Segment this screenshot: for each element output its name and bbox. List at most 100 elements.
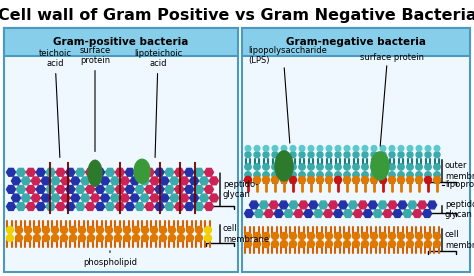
Circle shape	[425, 164, 431, 170]
Polygon shape	[7, 168, 16, 176]
Polygon shape	[423, 209, 432, 217]
Circle shape	[353, 164, 359, 170]
Circle shape	[434, 172, 440, 178]
Circle shape	[168, 227, 175, 233]
Circle shape	[124, 235, 130, 242]
Text: peptido-
glycan: peptido- glycan	[223, 180, 258, 199]
Polygon shape	[180, 177, 189, 185]
Circle shape	[398, 152, 404, 158]
Circle shape	[380, 164, 386, 170]
Circle shape	[34, 235, 40, 242]
Polygon shape	[36, 185, 45, 193]
Circle shape	[88, 235, 94, 242]
Polygon shape	[170, 194, 179, 202]
Circle shape	[263, 164, 269, 170]
Circle shape	[79, 227, 85, 233]
Circle shape	[106, 227, 112, 233]
Circle shape	[335, 176, 341, 183]
Polygon shape	[21, 194, 30, 202]
Circle shape	[398, 176, 404, 183]
Polygon shape	[130, 194, 139, 202]
Polygon shape	[125, 168, 134, 176]
Circle shape	[281, 145, 287, 151]
Bar	[242, 28, 470, 56]
Circle shape	[434, 176, 440, 183]
Circle shape	[290, 240, 297, 248]
Circle shape	[133, 227, 139, 233]
Circle shape	[195, 227, 202, 233]
Polygon shape	[86, 203, 95, 210]
Circle shape	[416, 232, 422, 240]
Polygon shape	[289, 201, 298, 209]
Circle shape	[299, 164, 305, 170]
Circle shape	[263, 240, 270, 248]
Circle shape	[299, 152, 305, 158]
Polygon shape	[36, 168, 45, 176]
Polygon shape	[106, 185, 115, 193]
Polygon shape	[56, 168, 65, 176]
Circle shape	[398, 240, 404, 248]
Circle shape	[407, 152, 413, 158]
Circle shape	[434, 145, 440, 151]
Circle shape	[272, 232, 279, 240]
Circle shape	[353, 232, 359, 240]
Polygon shape	[344, 209, 353, 217]
Circle shape	[398, 164, 404, 170]
Circle shape	[97, 235, 103, 242]
Circle shape	[371, 172, 377, 178]
Polygon shape	[96, 168, 105, 176]
Circle shape	[344, 164, 350, 170]
Circle shape	[389, 145, 395, 151]
Polygon shape	[170, 177, 179, 185]
Circle shape	[299, 232, 306, 240]
Circle shape	[389, 152, 395, 158]
Circle shape	[290, 176, 297, 183]
Polygon shape	[383, 209, 392, 217]
Circle shape	[79, 235, 85, 242]
Circle shape	[159, 227, 166, 233]
Polygon shape	[81, 194, 90, 202]
Circle shape	[25, 227, 31, 233]
Polygon shape	[363, 209, 372, 217]
Text: surface protein: surface protein	[360, 53, 424, 62]
Circle shape	[380, 152, 386, 158]
Circle shape	[245, 240, 252, 248]
Circle shape	[335, 164, 341, 170]
Circle shape	[254, 145, 260, 151]
Circle shape	[281, 240, 288, 248]
Polygon shape	[334, 209, 343, 217]
Bar	[242, 28, 470, 272]
Circle shape	[362, 240, 368, 248]
Circle shape	[61, 227, 67, 233]
Circle shape	[245, 145, 251, 151]
Circle shape	[353, 172, 359, 178]
Circle shape	[407, 172, 413, 178]
Circle shape	[371, 164, 377, 170]
Circle shape	[407, 176, 413, 183]
Circle shape	[335, 145, 341, 151]
Polygon shape	[26, 203, 35, 210]
Polygon shape	[41, 177, 50, 185]
Polygon shape	[115, 203, 124, 210]
Text: Gram-positive bacteria: Gram-positive bacteria	[53, 37, 189, 47]
Polygon shape	[255, 209, 264, 217]
Circle shape	[142, 227, 148, 233]
Polygon shape	[319, 201, 328, 209]
Bar	[4, 28, 238, 272]
Circle shape	[380, 240, 386, 248]
Circle shape	[317, 172, 323, 178]
Circle shape	[362, 164, 368, 170]
Polygon shape	[204, 168, 213, 176]
Polygon shape	[245, 209, 254, 217]
Polygon shape	[26, 185, 35, 193]
Circle shape	[416, 176, 422, 183]
Polygon shape	[195, 203, 204, 210]
Polygon shape	[388, 201, 397, 209]
Polygon shape	[71, 177, 80, 185]
Polygon shape	[76, 168, 85, 176]
Circle shape	[151, 235, 157, 242]
Polygon shape	[76, 185, 85, 193]
Polygon shape	[100, 194, 109, 202]
Polygon shape	[204, 203, 213, 210]
Polygon shape	[175, 203, 184, 210]
